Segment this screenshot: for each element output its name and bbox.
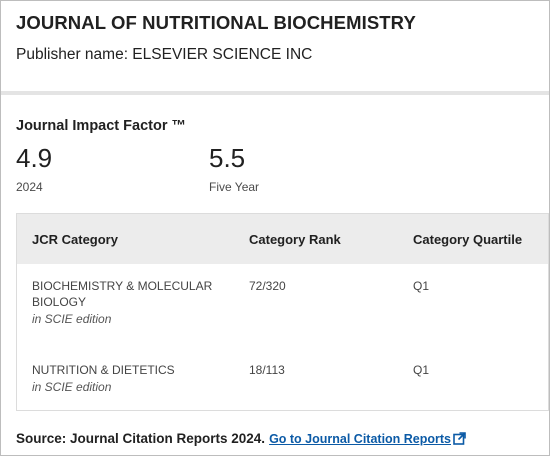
jcr-category-table: JCR Category Category Rank Category Quar…: [16, 213, 549, 411]
external-link-icon[interactable]: [453, 432, 466, 448]
journal-title: JOURNAL OF NUTRITIONAL BIOCHEMISTRY: [16, 12, 416, 33]
category-name: BIOCHEMISTRY & MOLECULAR BIOLOGY in SCIE…: [32, 278, 212, 327]
table-row: BIOCHEMISTRY & MOLECULAR BIOLOGY in SCIE…: [17, 278, 548, 338]
source-text: Source: Journal Citation Reports 2024.: [16, 431, 266, 446]
publisher-name: Publisher name: ELSEVIER SCIENCE INC: [16, 46, 313, 63]
jcr-link-label: Go to Journal Citation Reports: [269, 432, 452, 446]
header-jcr-category: JCR Category: [32, 232, 118, 247]
table-header: JCR Category Category Rank Category Quar…: [17, 214, 548, 264]
category-name: NUTRITION & DIETETICS in SCIE edition: [32, 362, 175, 395]
section-divider: [1, 91, 549, 95]
impact-factor-value: 4.9: [16, 143, 53, 173]
table-row: NUTRITION & DIETETICS in SCIE edition 18…: [17, 362, 548, 402]
category-line: BIOCHEMISTRY & MOLECULAR: [32, 279, 213, 293]
header-category-rank: Category Rank: [249, 232, 341, 247]
impact-factor-year: 2024: [16, 180, 43, 194]
five-year-impact-label: Five Year: [209, 180, 260, 194]
impact-factor-heading: Journal Impact Factor ™: [16, 118, 187, 134]
category-quartile: Q1: [413, 279, 430, 293]
category-edition: in SCIE edition: [32, 380, 112, 394]
category-rank: 72/320: [249, 279, 286, 293]
source-line: Source: Journal Citation Reports 2024. Go…: [16, 431, 466, 448]
five-year-impact-value: 5.5: [209, 143, 246, 173]
category-quartile: Q1: [413, 363, 430, 377]
category-edition: in SCIE edition: [32, 312, 112, 326]
category-line: NUTRITION & DIETETICS: [32, 363, 175, 377]
header-category-quartile: Category Quartile: [413, 232, 523, 247]
category-line: BIOLOGY: [32, 295, 87, 309]
category-rank: 18/113: [249, 363, 285, 377]
jcr-link[interactable]: Go to Journal Citation Reports: [269, 432, 451, 446]
